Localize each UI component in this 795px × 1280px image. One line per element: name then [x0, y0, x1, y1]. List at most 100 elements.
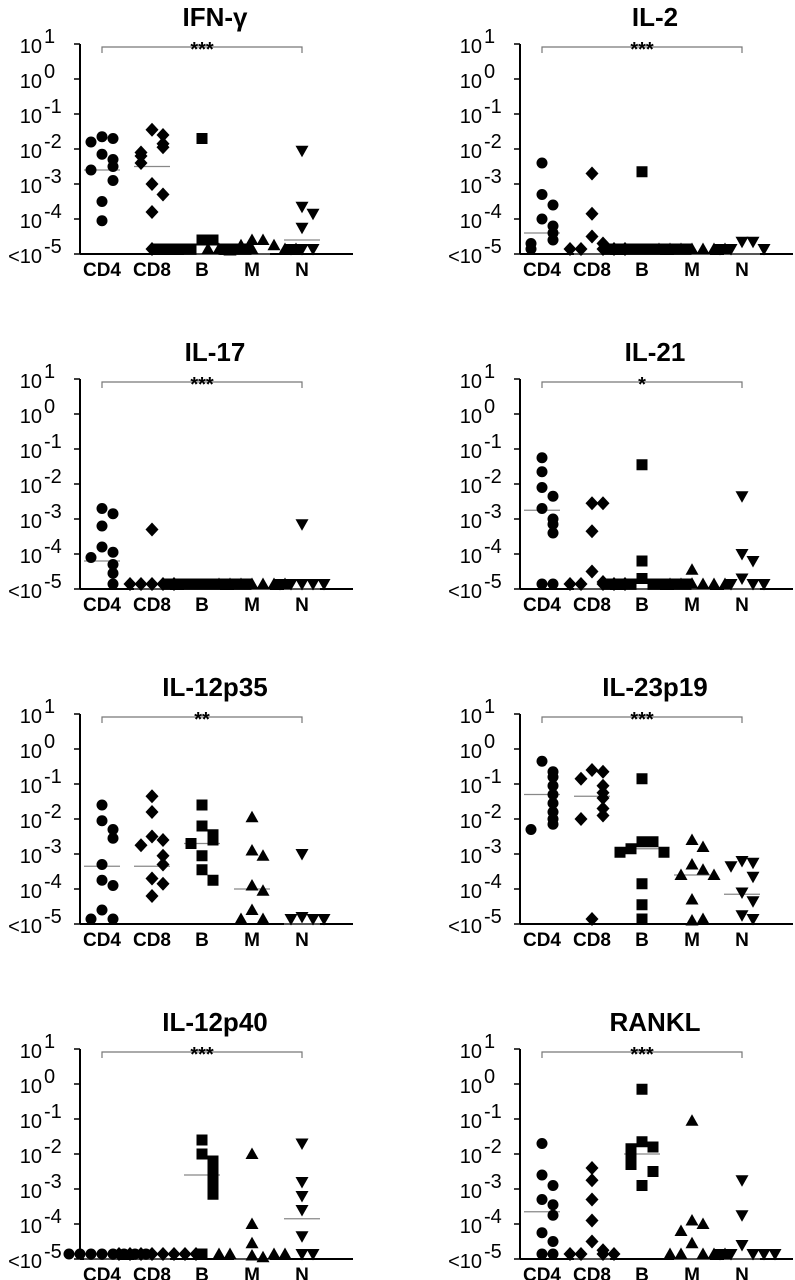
data-point-m — [234, 238, 248, 251]
data-point-n — [746, 857, 760, 870]
data-point-m — [245, 577, 259, 589]
data-point-cd4 — [107, 880, 119, 891]
y-tick-exponent: 1 — [484, 361, 495, 383]
y-tick-exponent: -5 — [44, 906, 62, 928]
data-point-m — [278, 242, 292, 254]
data-point-n — [713, 1249, 727, 1261]
y-tick-label: <10 — [8, 1251, 42, 1273]
data-point-b — [636, 573, 648, 584]
y-tick-label: 10 — [20, 811, 42, 833]
data-point-b — [614, 578, 626, 590]
data-point-b — [207, 1188, 219, 1200]
data-point-cd4 — [96, 148, 108, 160]
data-point-m — [212, 242, 226, 254]
data-point-b — [218, 243, 230, 255]
data-point-b — [658, 846, 670, 858]
data-point-m — [663, 242, 677, 254]
x-category-label: CD4 — [523, 930, 561, 951]
y-tick-label: <10 — [448, 246, 482, 268]
data-point-cd8 — [585, 1192, 599, 1207]
y-tick-base: <10 — [448, 246, 482, 268]
data-point-cd8 — [145, 789, 159, 804]
x-category-label: CD8 — [133, 595, 171, 616]
x-category-label: CD4 — [83, 1265, 121, 1280]
data-point-cd4 — [547, 518, 559, 530]
y-tick-label: 10 — [20, 441, 42, 463]
data-point-n — [306, 1249, 320, 1261]
y-tick-exponent: -1 — [44, 1101, 62, 1123]
data-point-cd4 — [107, 559, 119, 570]
y-tick-exponent: 1 — [44, 26, 55, 48]
data-point-b — [196, 820, 208, 832]
significance-bracket — [101, 381, 303, 388]
data-point-b — [669, 578, 681, 590]
y-tick-label: 10 — [20, 106, 42, 128]
y-tick-label: 10 — [460, 71, 482, 93]
data-point-m — [718, 577, 732, 589]
y-tick-base: 10 — [20, 511, 42, 533]
y-tick-base: 10 — [460, 511, 482, 533]
data-point-m — [245, 233, 259, 245]
data-point-cd8 — [585, 564, 599, 579]
data-point-m — [234, 912, 248, 924]
data-point-cd4 — [107, 824, 119, 835]
data-point-b — [163, 243, 175, 255]
y-tick-base: 10 — [20, 141, 42, 163]
y-tick-label: 10 — [460, 776, 482, 798]
y-tick-exponent: -1 — [44, 766, 62, 788]
y-tick-label: 10 — [460, 1076, 482, 1098]
x-category-label: CD4 — [523, 260, 561, 281]
data-point-m — [696, 912, 710, 924]
y-tick-label: 10 — [20, 511, 42, 533]
data-point-b — [625, 843, 637, 855]
data-point-m — [696, 1247, 710, 1259]
y-tick-label: 10 — [20, 1181, 42, 1203]
data-point-b — [669, 243, 681, 255]
data-point-n — [735, 910, 749, 922]
x-category-label: B — [195, 260, 209, 281]
data-point-cd8 — [585, 763, 599, 777]
data-point-n — [724, 244, 738, 256]
data-point-cd8 — [563, 1247, 577, 1261]
data-point-cd8 — [585, 1161, 599, 1175]
data-point-m — [256, 849, 270, 861]
data-point-b — [207, 578, 219, 590]
data-point-m — [685, 893, 699, 905]
data-point-cd8 — [585, 1173, 599, 1188]
y-tick-exponent: 1 — [44, 361, 55, 383]
y-tick-exponent: 0 — [44, 731, 55, 753]
y-tick-exponent: -2 — [484, 131, 502, 153]
data-point-n — [295, 1205, 309, 1217]
significance-label: *** — [190, 374, 214, 396]
data-point-m — [685, 1214, 699, 1226]
data-point-cd4 — [536, 578, 548, 590]
data-point-m — [685, 242, 699, 254]
data-point-cd8 — [563, 242, 577, 256]
data-point-b — [680, 578, 692, 590]
data-point-cd4 — [85, 913, 97, 925]
data-point-cd8 — [574, 242, 588, 256]
data-point-b — [636, 1136, 648, 1148]
data-point-cd4 — [536, 1227, 548, 1239]
y-tick-base: 10 — [460, 546, 482, 568]
data-point-b — [207, 874, 219, 886]
data-point-cd8 — [563, 577, 577, 591]
y-tick-base: 10 — [460, 1111, 482, 1133]
data-point-b — [185, 838, 197, 849]
data-point-m — [245, 1147, 259, 1159]
y-tick-label: <10 — [8, 581, 42, 603]
data-point-cd4 — [547, 490, 559, 502]
data-point-m — [256, 233, 270, 245]
y-tick-base: 10 — [20, 211, 42, 233]
y-tick-exponent: -1 — [484, 96, 502, 118]
data-point-cd4 — [536, 213, 548, 225]
data-point-n — [768, 1249, 782, 1261]
data-point-n — [306, 208, 320, 221]
data-point-cd8 — [145, 522, 159, 537]
data-point-cd8 — [134, 1247, 148, 1261]
data-point-cd8 — [134, 577, 148, 591]
data-point-b — [647, 578, 659, 590]
significance-bracket — [541, 1051, 743, 1058]
